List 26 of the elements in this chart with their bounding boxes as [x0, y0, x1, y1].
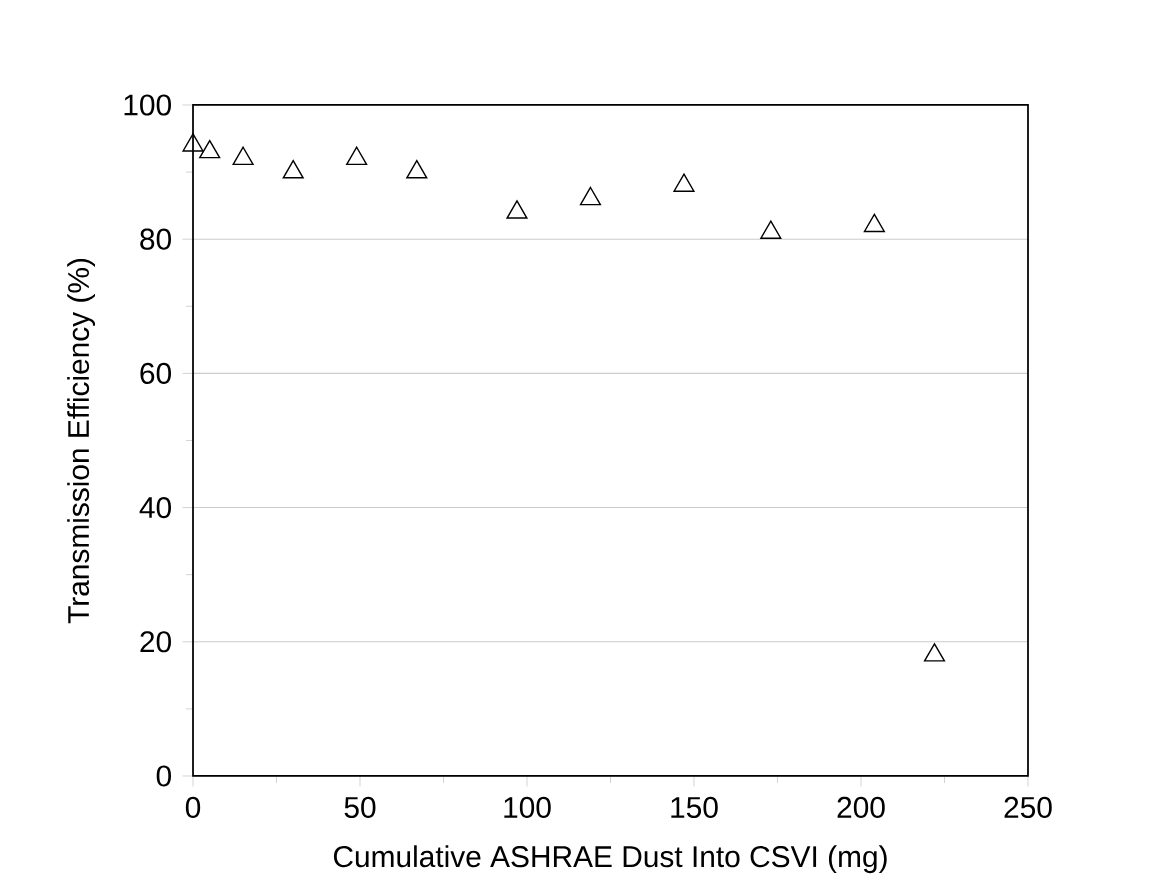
point: [282, 159, 304, 179]
x-tick-label: 250: [1004, 796, 1052, 818]
point: [673, 173, 695, 192]
point: [923, 643, 946, 662]
point: [579, 186, 602, 206]
point: [199, 139, 221, 159]
point: [760, 220, 782, 239]
point: [182, 133, 204, 152]
y-tick-label: 80: [140, 228, 171, 250]
point: [232, 146, 254, 166]
y-axis-title: Transmission Efficiency (%): [67, 258, 96, 624]
y-tick-label: 20: [140, 631, 171, 653]
y-tick-label: 0: [156, 765, 171, 787]
x-tick-label: 200: [837, 796, 885, 818]
y-tick-label: 100: [124, 94, 171, 116]
y-tick-label: 60: [140, 362, 171, 384]
point: [506, 200, 528, 219]
point: [863, 213, 885, 233]
y-tick-label: 40: [139, 497, 171, 519]
point: [406, 159, 428, 179]
point: [346, 146, 368, 166]
x-tick-label: 0: [185, 796, 201, 818]
x-tick-label: 150: [671, 796, 718, 818]
x-tick-label: 50: [344, 796, 376, 818]
x-axis-title: Cumulative ASHRAE Dust Into CSVI (mg): [333, 845, 887, 874]
x-tick-label: 100: [504, 796, 551, 818]
